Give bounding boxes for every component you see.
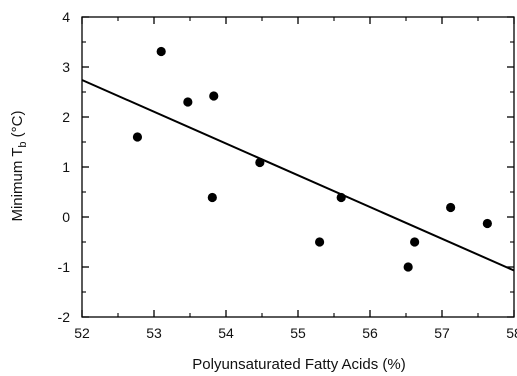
y-tick-label: 0 xyxy=(62,209,70,225)
x-tick-label: 58 xyxy=(506,325,517,341)
regression-line xyxy=(81,79,515,272)
data-point xyxy=(207,192,217,203)
data-point xyxy=(156,46,166,57)
data-point xyxy=(446,202,456,213)
data-point xyxy=(183,97,193,107)
x-tick-label: 52 xyxy=(74,325,90,341)
data-points xyxy=(132,46,492,272)
y-axis-title-prefix: Minimum T xyxy=(9,148,26,222)
x-axis-title: Polyunsaturated Fatty Acids (%) xyxy=(192,356,405,373)
x-tick-label: 54 xyxy=(218,325,234,341)
data-point xyxy=(132,132,143,142)
data-point xyxy=(410,237,420,247)
y-tick-label: 3 xyxy=(62,59,70,75)
y-tick-label: 2 xyxy=(62,109,70,125)
y-axis-title-subscript: b xyxy=(17,141,29,147)
data-point xyxy=(336,192,346,203)
data-point xyxy=(315,237,325,247)
y-axis-title: Minimum Tb (°C) xyxy=(9,110,29,221)
y-axis-title-suffix: (°C) xyxy=(9,110,26,141)
x-tick-label: 55 xyxy=(290,325,306,341)
axes: 52 53 54 55 56 57 58 -2 -1 0 1 2 3 4 xyxy=(58,9,517,341)
data-point xyxy=(255,157,265,168)
plot-frame xyxy=(81,16,515,318)
x-tick-label: 56 xyxy=(362,325,378,341)
data-point xyxy=(482,218,492,229)
data-point xyxy=(209,91,219,101)
x-tick-label: 53 xyxy=(146,325,162,341)
regression-line-group xyxy=(81,79,515,272)
y-tick-label: -2 xyxy=(58,309,71,325)
data-point xyxy=(403,262,413,272)
x-tick-label: 57 xyxy=(434,325,450,341)
y-tick-label: 1 xyxy=(62,159,70,175)
y-tick-label: -1 xyxy=(58,259,71,275)
y-tick-label: 4 xyxy=(62,9,70,25)
